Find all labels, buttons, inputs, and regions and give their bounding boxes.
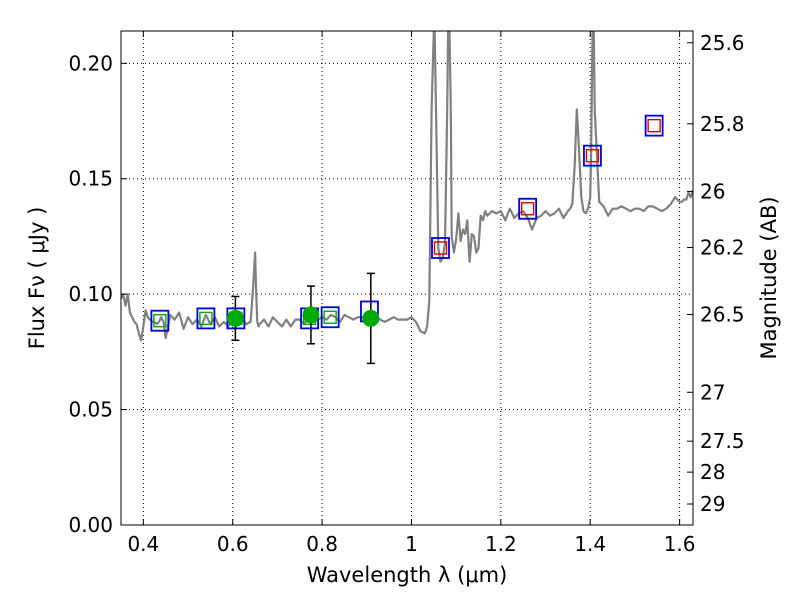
measured-point bbox=[226, 309, 244, 327]
model-inner-square bbox=[323, 310, 337, 324]
mag-tick-label: 28 bbox=[700, 460, 725, 484]
mag-tick-label: 25.6 bbox=[700, 31, 745, 55]
mag-tick-label: 29 bbox=[700, 492, 725, 516]
model-inner-square bbox=[520, 202, 535, 216]
grid bbox=[121, 31, 693, 526]
y-tick-label: 0.00 bbox=[68, 513, 113, 537]
right-axis-label: Magnitude (AB) bbox=[757, 196, 781, 359]
measured-point bbox=[362, 309, 380, 327]
mag-tick-label: 26 bbox=[700, 179, 725, 203]
model-inner-square bbox=[585, 148, 600, 163]
model-box bbox=[644, 114, 664, 137]
mag-tick-label: 27.5 bbox=[700, 429, 745, 453]
model-box bbox=[431, 237, 450, 259]
model-box bbox=[583, 144, 602, 167]
model-inner-square bbox=[153, 314, 167, 328]
x-tick-label: 0.6 bbox=[217, 532, 249, 556]
mag-tick-label: 26.2 bbox=[700, 236, 745, 260]
y-tick-label: 0.10 bbox=[68, 282, 113, 306]
x-tick-label: 1 bbox=[405, 532, 418, 556]
x-tick-label: 1.6 bbox=[664, 532, 696, 556]
x-tick-label: 1.2 bbox=[485, 532, 517, 556]
plot-area bbox=[121, 31, 693, 342]
model-box bbox=[320, 306, 340, 329]
x-tick-label: 0.8 bbox=[306, 532, 338, 556]
mag-tick-label: 27 bbox=[700, 380, 725, 404]
model-inner-square bbox=[647, 118, 661, 133]
x-axis-label: Wavelength λ (μm) bbox=[307, 563, 508, 587]
y-tick-label: 0.20 bbox=[68, 51, 113, 75]
y-tick-label: 0.05 bbox=[68, 398, 113, 422]
mag-tick-label: 25.8 bbox=[700, 112, 745, 136]
measured-point bbox=[302, 306, 320, 324]
plot-frame bbox=[120, 30, 694, 526]
x-tick-label: 1.4 bbox=[574, 532, 606, 556]
x-tick-label: 0.4 bbox=[127, 532, 159, 556]
axis-ticks: 0.4 0.6 0.8 1 1.2 1.4 1.6 0.00 0.05 0.10 0.15 0.20 2… bbox=[68, 31, 744, 556]
model-inner-square bbox=[199, 311, 213, 326]
model-box bbox=[196, 307, 216, 330]
model-inner-square bbox=[433, 241, 448, 255]
y-axis-label: Flux Fν ( μJy ) bbox=[25, 207, 49, 350]
model-box bbox=[150, 309, 170, 332]
data-points bbox=[150, 114, 664, 365]
spectrum-line bbox=[121, 31, 693, 342]
y-tick-label: 0.15 bbox=[68, 167, 113, 191]
model-box bbox=[518, 197, 538, 220]
mag-tick-label: 26.5 bbox=[700, 302, 745, 326]
